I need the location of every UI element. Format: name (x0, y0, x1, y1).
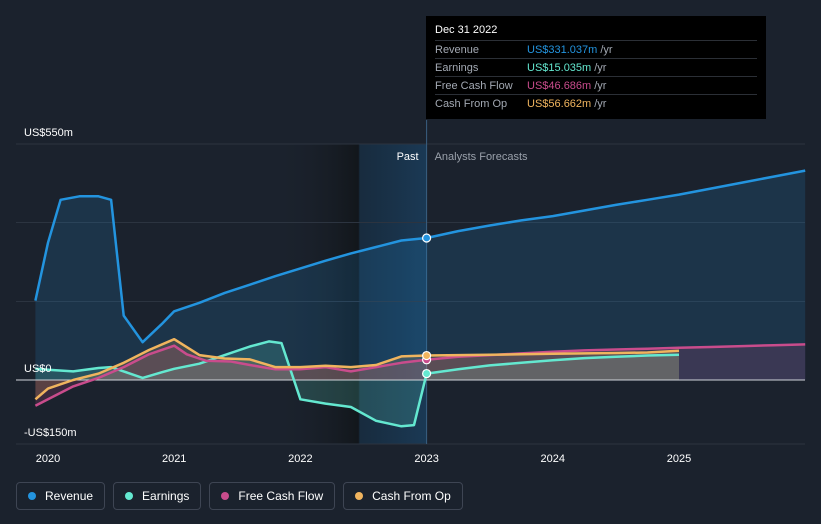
tooltip: Dec 31 2022 Revenue US$331.037m /yr Earn… (426, 16, 766, 119)
legend-label: Free Cash Flow (238, 489, 324, 503)
tooltip-value: US$56.662m (527, 97, 592, 110)
series-line-revenue (34, 169, 806, 344)
past-label: Past (397, 151, 419, 163)
y-tick-label: US$0 (24, 363, 52, 375)
series-area-free-cash-flow (35, 344, 806, 406)
legend: Revenue Earnings Free Cash Flow Cash Fro… (16, 482, 463, 510)
x-tick-label: 2023 (414, 453, 438, 465)
tooltip-label: Revenue (435, 43, 480, 56)
tooltip-value: US$46.686m (527, 79, 592, 92)
tooltip-unit: /yr (600, 43, 613, 56)
past-region (275, 144, 427, 444)
legend-item-revenue[interactable]: Revenue (16, 482, 106, 510)
y-tick-label: -US$150m (24, 427, 77, 439)
legend-dot-icon (125, 492, 134, 500)
legend-item-cash-from-op[interactable]: Cash From Op (343, 482, 463, 510)
legend-dot-icon (355, 492, 364, 500)
data-point (422, 350, 432, 361)
legend-dot-icon (28, 492, 36, 500)
x-tick-label: 2021 (162, 453, 186, 465)
data-point (422, 233, 432, 243)
x-tick-label: 2025 (667, 453, 691, 465)
tooltip-row-revenue: Revenue US$331.037m /yr (435, 40, 757, 58)
legend-dot-icon (221, 492, 230, 500)
tooltip-value: US$15.035m (527, 61, 592, 74)
tooltip-unit: /yr (594, 97, 607, 110)
legend-item-earnings[interactable]: Earnings (113, 482, 202, 510)
legend-item-free-cash-flow[interactable]: Free Cash Flow (209, 482, 336, 510)
x-tick-label: 2024 (541, 453, 565, 465)
tooltip-label: Earnings (435, 61, 479, 74)
x-tick-label: 2020 (36, 453, 60, 465)
tooltip-row-cash-from-op: Cash From Op US$56.662m /yr (435, 94, 757, 112)
tooltip-unit: /yr (594, 79, 607, 92)
tooltip-label: Cash From Op (435, 97, 508, 110)
y-tick-label: US$550m (24, 127, 73, 139)
series-area-revenue (35, 170, 806, 380)
legend-label: Earnings (142, 489, 190, 503)
series-area-earnings (35, 341, 679, 427)
tooltip-unit: /yr (594, 61, 607, 74)
tooltip-row-free-cash-flow: Free Cash Flow US$46.686m /yr (435, 76, 757, 94)
tooltip-date: Dec 31 2022 (435, 24, 498, 36)
series-line-free-cash-flow (34, 343, 806, 407)
tooltip-label: Free Cash Flow (435, 79, 513, 92)
tooltip-value: US$331.037m (527, 43, 598, 56)
data-point (422, 368, 432, 379)
tooltip-row-earnings: Earnings US$15.035m /yr (435, 58, 757, 76)
x-tick-label: 2022 (288, 453, 312, 465)
legend-label: Revenue (45, 489, 94, 503)
legend-label: Cash From Op (372, 489, 451, 503)
forecast-label: Analysts Forecasts (435, 151, 528, 163)
series-line-cash-from-op (34, 337, 680, 401)
